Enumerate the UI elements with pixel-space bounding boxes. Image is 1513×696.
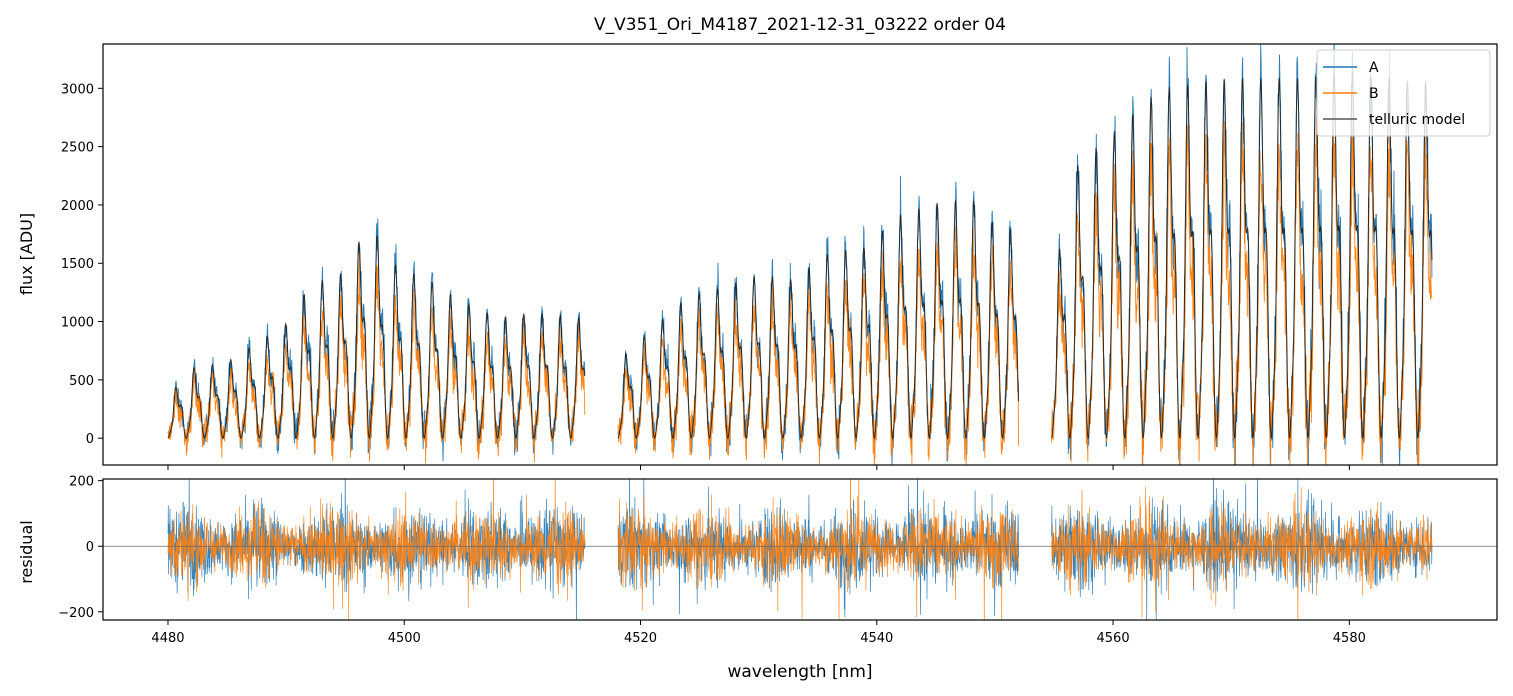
flux-line-b-seg2 bbox=[617, 226, 1020, 465]
residual-panel: −200 0 200 4480 4500 4520 4540 4560 4580 residu… bbox=[17, 475, 1498, 682]
wavelength-tick-label: 4560 bbox=[1097, 631, 1130, 646]
wavelength-axis-label: wavelength [nm] bbox=[727, 662, 872, 682]
flux-axis-label: flux [ADU] bbox=[17, 213, 36, 295]
flux-line-b-seg3 bbox=[1051, 115, 1433, 465]
flux-ytick-label: 3000 bbox=[61, 82, 94, 97]
flux-axes-frame bbox=[102, 43, 1498, 466]
wavelength-tick-label: 4500 bbox=[388, 631, 421, 646]
flux-line-telluric-model-seg2 bbox=[617, 200, 1020, 440]
flux-ytick-label: 1500 bbox=[61, 257, 94, 272]
residual-axis-label: residual bbox=[17, 520, 36, 583]
flux-panel: 0 500 1000 1500 2000 2500 3000 flux [ADU] bbox=[17, 43, 1498, 470]
legend-label-a: A bbox=[1369, 60, 1379, 76]
residual-line-b-seg1 bbox=[167, 479, 586, 620]
flux-line-telluric-model-seg1 bbox=[167, 235, 586, 440]
residual-ytick-label: 200 bbox=[69, 475, 94, 490]
wavelength-tick-label: 4540 bbox=[860, 631, 893, 646]
wavelength-tick-label: 4580 bbox=[1333, 631, 1366, 646]
chart-title: V_V351_Ori_M4187_2021-12-31_03222 order … bbox=[594, 15, 1006, 35]
residual-line-b-seg3 bbox=[1051, 486, 1433, 620]
flux-ytick-label: 2500 bbox=[61, 141, 94, 156]
residual-ytick-label: 0 bbox=[86, 540, 94, 555]
wavelength-tick-label: 4480 bbox=[151, 631, 184, 646]
flux-ytick-label: 0 bbox=[86, 432, 94, 447]
flux-ytick-label: 500 bbox=[69, 374, 94, 389]
flux-ytick-label: 2000 bbox=[61, 199, 94, 214]
residual-axes-frame bbox=[102, 478, 1498, 621]
flux-ytick-label: 1000 bbox=[61, 316, 94, 331]
legend-label-telluric: telluric model bbox=[1369, 112, 1465, 128]
wavelength-tick-label: 4520 bbox=[624, 631, 657, 646]
legend: A B telluric model bbox=[1316, 49, 1491, 137]
residual-ytick-label: −200 bbox=[58, 606, 94, 621]
legend-label-b: B bbox=[1369, 86, 1379, 102]
flux-line-telluric-model-seg3 bbox=[1051, 73, 1433, 440]
